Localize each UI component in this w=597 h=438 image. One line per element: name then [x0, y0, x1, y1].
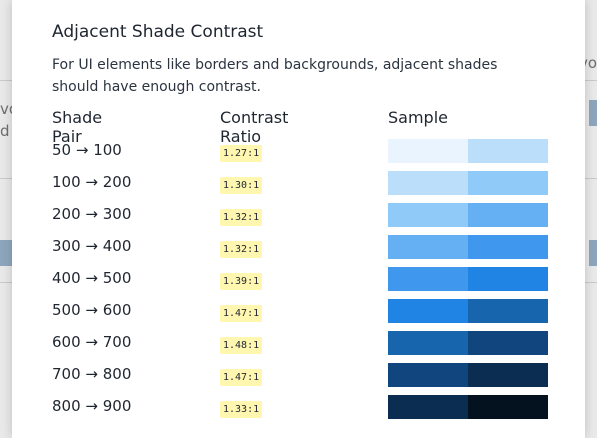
table-row: 800 → 900 1.33:1 — [52, 395, 552, 421]
shade-sample — [388, 363, 548, 387]
shade-sample — [388, 171, 548, 195]
swatch-to — [468, 139, 548, 163]
background-button — [589, 100, 597, 126]
table-row: 200 → 300 1.32:1 — [52, 203, 552, 229]
table-row: 700 → 800 1.47:1 — [52, 363, 552, 389]
contrast-ratio-badge: 1.39:1 — [220, 273, 263, 290]
shade-pair: 800 → 900 — [52, 397, 132, 415]
table-row: 100 → 200 1.30:1 — [52, 171, 552, 197]
shade-sample — [388, 299, 548, 323]
swatch-from — [388, 235, 468, 259]
swatch-from — [388, 267, 468, 291]
shade-sample — [388, 395, 548, 419]
swatch-to — [468, 299, 548, 323]
contrast-ratio-badge: 1.32:1 — [220, 241, 263, 258]
contrast-ratio-badge: 1.27:1 — [220, 145, 263, 162]
swatch-to — [468, 171, 548, 195]
shade-pair: 100 → 200 — [52, 173, 132, 191]
contrast-dialog: Adjacent Shade Contrast For UI elements … — [12, 0, 585, 438]
column-header-shade-pair: Shade Pair — [52, 108, 103, 146]
swatch-from — [388, 395, 468, 419]
swatch-from — [388, 331, 468, 355]
swatch-to — [468, 363, 548, 387]
shade-sample — [388, 267, 548, 291]
swatch-from — [388, 299, 468, 323]
shade-pair: 600 → 700 — [52, 333, 132, 351]
table-row: 300 → 400 1.32:1 — [52, 235, 552, 261]
swatch-to — [468, 331, 548, 355]
swatch-to — [468, 395, 548, 419]
swatch-to — [468, 267, 548, 291]
table-row: 50 → 100 1.27:1 — [52, 139, 552, 165]
shade-sample — [388, 203, 548, 227]
contrast-ratio-badge: 1.47:1 — [220, 369, 263, 386]
shade-pair: 50 → 100 — [52, 141, 122, 159]
shade-sample — [388, 235, 548, 259]
shade-pair: 500 → 600 — [52, 301, 132, 319]
shade-pair: 400 → 500 — [52, 269, 132, 287]
swatch-to — [468, 235, 548, 259]
dialog-title: Adjacent Shade Contrast — [52, 22, 264, 42]
table-row: 400 → 500 1.39:1 — [52, 267, 552, 293]
contrast-ratio-badge: 1.33:1 — [220, 401, 263, 418]
shade-sample — [388, 139, 548, 163]
shade-pair: 700 → 800 — [52, 365, 132, 383]
shade-sample — [388, 331, 548, 355]
contrast-ratio-badge: 1.47:1 — [220, 305, 263, 322]
background-button — [0, 240, 12, 266]
dialog-description: For UI elements like borders and backgro… — [52, 57, 498, 95]
background-button — [589, 240, 597, 266]
contrast-ratio-badge: 1.30:1 — [220, 177, 263, 194]
column-header-sample: Sample — [388, 108, 448, 127]
swatch-from — [388, 363, 468, 387]
contrast-ratio-badge: 1.32:1 — [220, 209, 263, 226]
swatch-to — [468, 203, 548, 227]
swatch-from — [388, 171, 468, 195]
column-header-contrast-ratio: Contrast Ratio — [220, 108, 289, 146]
swatch-from — [388, 139, 468, 163]
swatch-from — [388, 203, 468, 227]
shade-pair: 200 → 300 — [52, 205, 132, 223]
shade-pair: 300 → 400 — [52, 237, 132, 255]
table-row: 500 → 600 1.47:1 — [52, 299, 552, 325]
contrast-ratio-badge: 1.48:1 — [220, 337, 263, 354]
table-row: 600 → 700 1.48:1 — [52, 331, 552, 357]
